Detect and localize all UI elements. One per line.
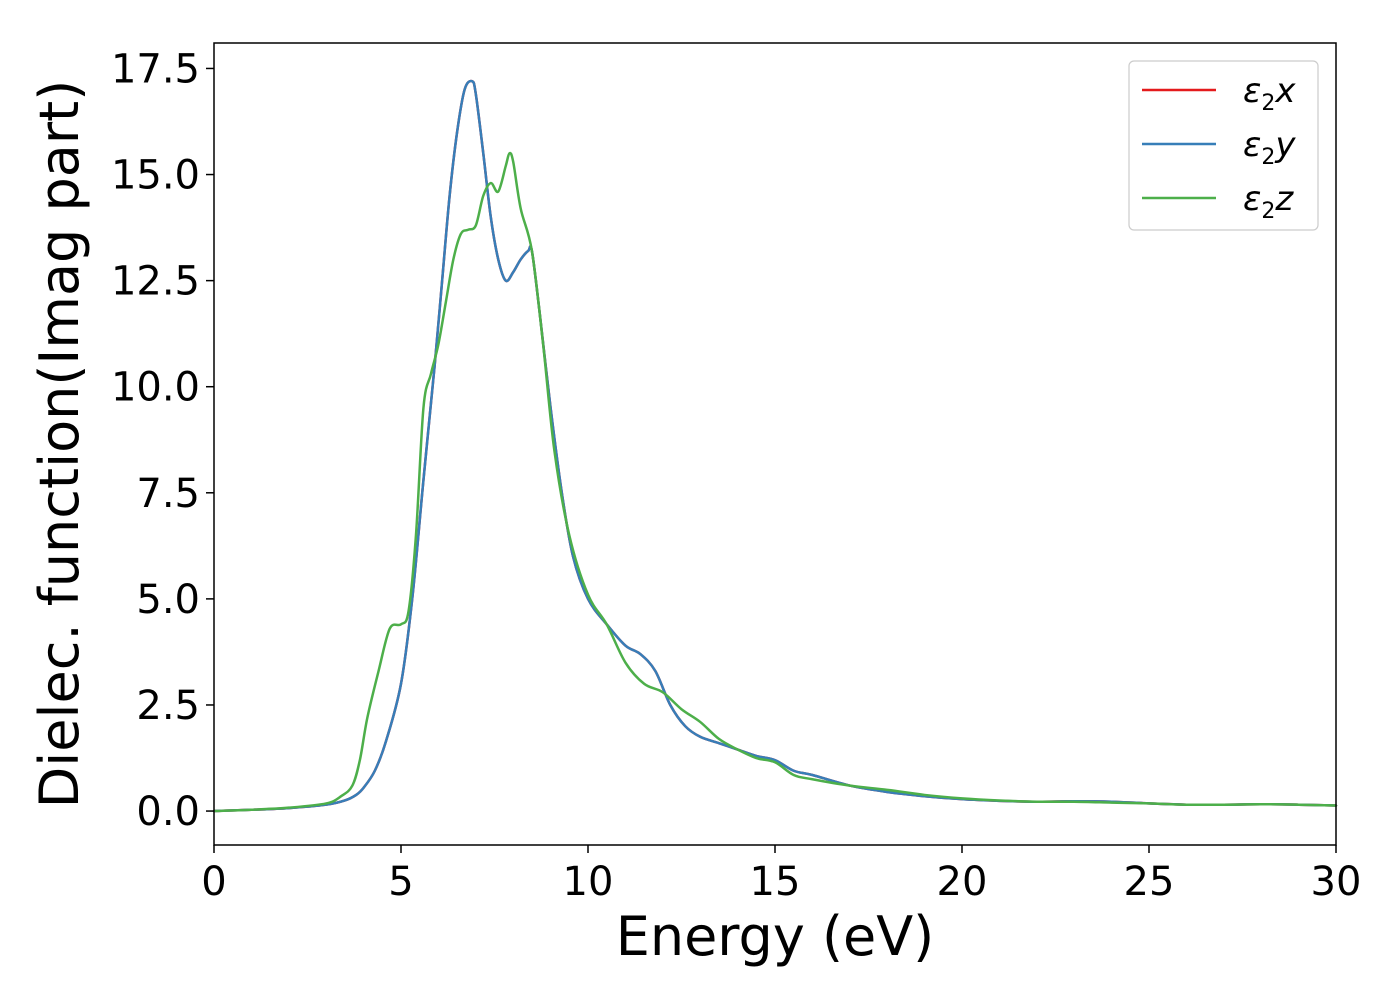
x-tick-label: 10 [563,859,614,905]
plot-lines [212,79,1338,813]
y-tick-label: 15.0 [111,153,200,199]
y-tick-label: 5.0 [136,577,200,623]
y-tick-label: 17.5 [111,46,200,92]
legend-entry-e2z: ε2z [1243,179,1294,224]
y-tick-label: 2.5 [136,683,200,729]
legend: ε2x ε2y ε2z [1128,60,1319,231]
y-tick-label: 7.5 [136,471,200,517]
legend-entry-e2x: ε2x [1243,71,1296,116]
y-tick-label: 10.0 [111,365,200,411]
series-line-e2z [212,151,1338,813]
x-tick-label: 20 [937,859,988,905]
legend-entry-e2y: ε2y [1243,125,1296,170]
legend-frame [1128,60,1319,231]
x-tick-label: 5 [388,859,413,905]
y-axis-ticks: 0.0 2.5 5.0 7.5 10.0 12.5 15.0 17.5 [111,46,214,835]
y-tick-label: 0.0 [136,789,200,835]
y-axis-label: Dielec. function(Imag part) [28,80,91,809]
y-tick-label: 12.5 [111,259,200,305]
x-tick-label: 30 [1311,859,1362,905]
x-tick-label: 0 [201,859,226,905]
x-axis-label: Energy (eV) [616,905,935,968]
x-tick-label: 25 [1124,859,1175,905]
x-axis-ticks: 0 5 10 15 20 25 30 [201,845,1361,905]
x-tick-label: 15 [750,859,801,905]
